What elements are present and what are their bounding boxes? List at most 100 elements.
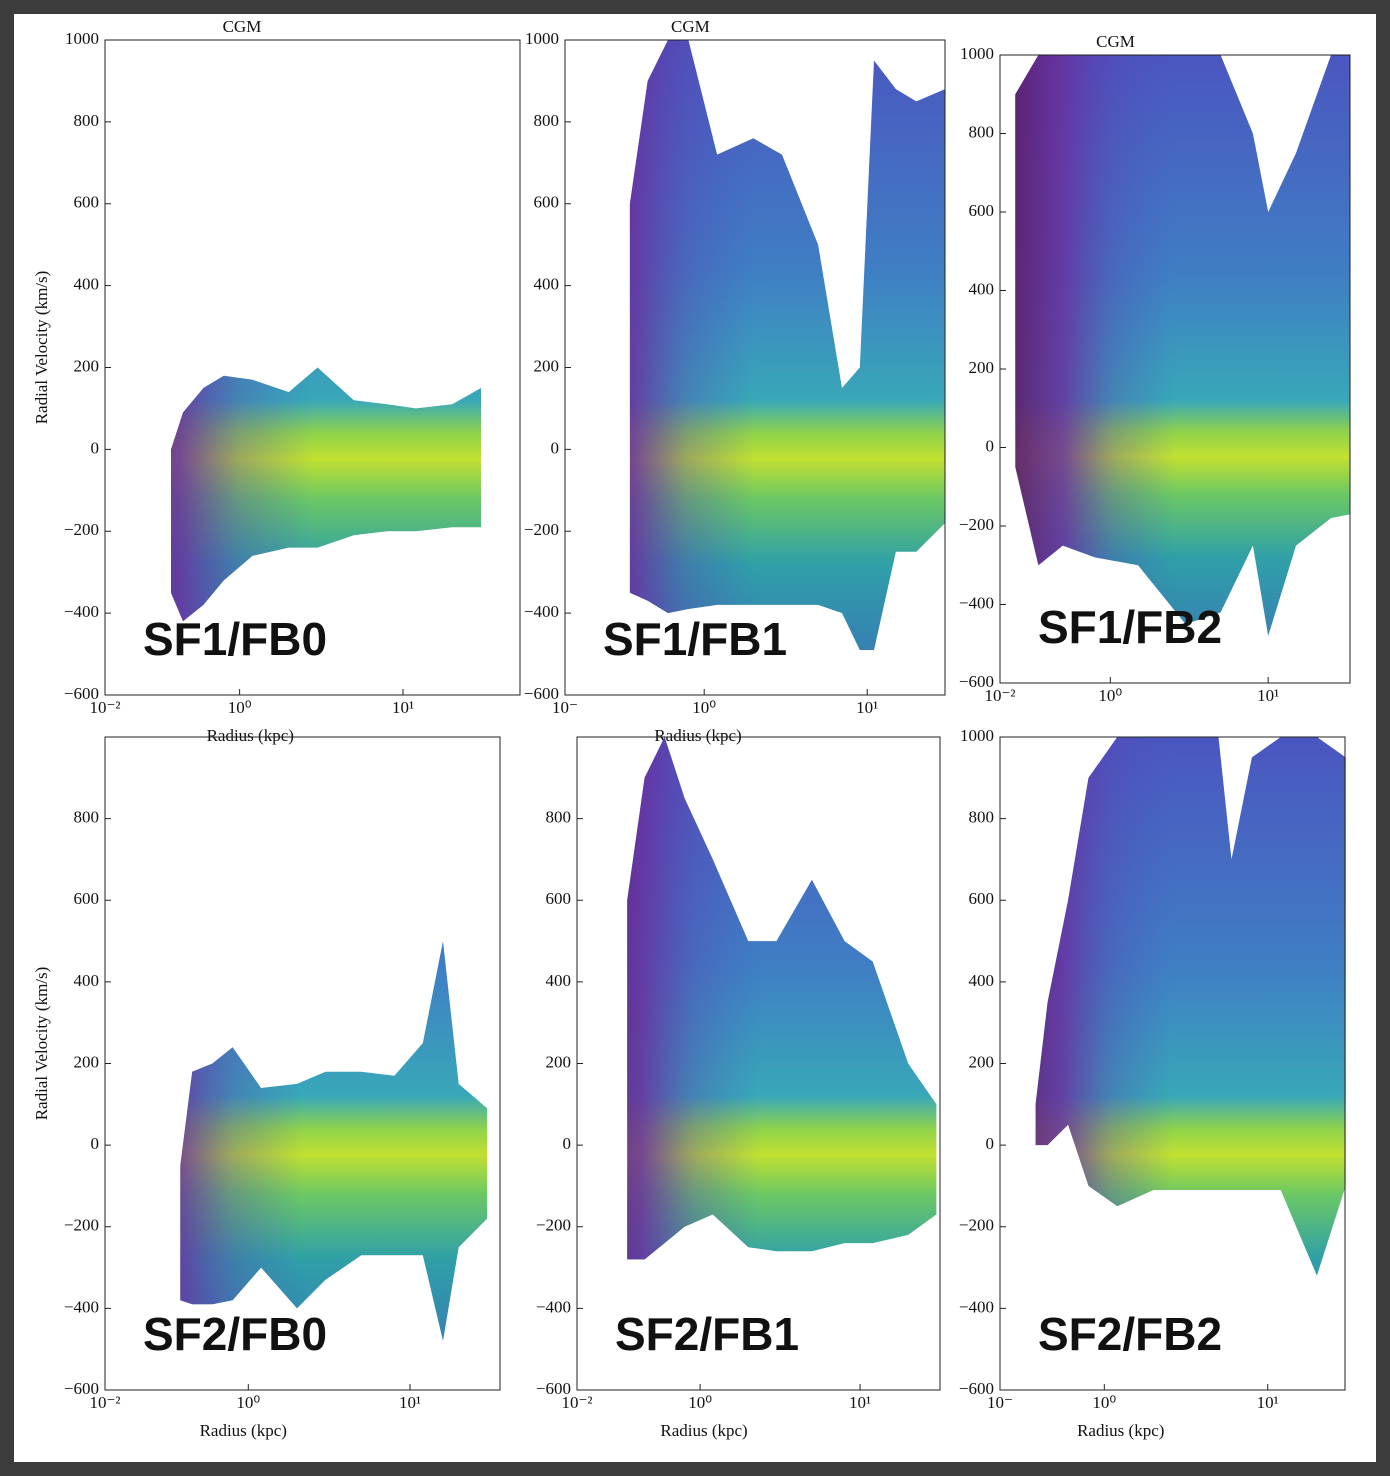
y-tick-label: 1000 xyxy=(960,726,994,745)
panel-title: CGM xyxy=(223,17,262,36)
x-axis-start-label: 10⁻ xyxy=(987,1393,1013,1412)
y-tick-label: 800 xyxy=(534,111,560,130)
y-tick-label: 400 xyxy=(74,971,100,990)
y-tick-label: 400 xyxy=(969,279,995,298)
y-tick-label: 0 xyxy=(551,438,560,457)
x-tick-label: 10¹ xyxy=(392,698,414,717)
y-tick-label: −200 xyxy=(959,515,994,534)
panel: −600 −400 −200 0 200 400 600 800 1000 10⁰ 10¹ 10⁻² C… xyxy=(32,17,521,745)
y-tick-label: 200 xyxy=(969,1052,995,1071)
x-axis-start-label: 10⁻² xyxy=(89,698,120,717)
density-area-shade xyxy=(1035,737,1346,1276)
x-axis-label: Radius (kpc) xyxy=(1077,1421,1164,1440)
panel: −600 −400 −200 0 200 400 600 800 1000 10⁰ 10¹ 10⁻ CG… xyxy=(524,17,946,745)
y-axis-label: Radial Velocity (km/s) xyxy=(32,271,51,425)
density-area-shade xyxy=(180,941,488,1341)
y-tick-label: 600 xyxy=(534,193,560,212)
y-tick-label: 400 xyxy=(969,971,995,990)
y-tick-label: −600 xyxy=(959,672,994,691)
y-tick-label: 400 xyxy=(534,275,560,294)
x-axis-label: Radius (kpc) xyxy=(207,726,294,745)
y-tick-label: −400 xyxy=(64,602,99,621)
y-tick-label: 800 xyxy=(546,808,572,827)
y-tick-label: 800 xyxy=(74,111,100,130)
y-tick-label: −200 xyxy=(959,1216,994,1235)
panel: −600 −400 −200 0 200 400 600 800 1000 10⁰ 10¹ 10⁻ Ra… xyxy=(959,726,1346,1440)
y-tick-label: −200 xyxy=(64,1216,99,1235)
y-tick-label: −200 xyxy=(524,520,559,539)
panel-title: CGM xyxy=(671,17,710,36)
x-tick-label: 10⁰ xyxy=(688,1393,712,1412)
x-tick-label: 10⁰ xyxy=(692,698,716,717)
y-tick-label: 600 xyxy=(74,193,100,212)
y-tick-label: −400 xyxy=(524,602,559,621)
x-axis-start-label: 10⁻² xyxy=(561,1393,592,1412)
y-tick-label: 0 xyxy=(986,436,995,455)
x-tick-label: 10¹ xyxy=(856,698,878,717)
panel-label: SF1/FB1 xyxy=(603,613,787,665)
x-tick-label: 10⁰ xyxy=(1092,1393,1116,1412)
y-tick-label: 800 xyxy=(74,808,100,827)
x-tick-label: 10¹ xyxy=(849,1393,871,1412)
y-tick-label: −200 xyxy=(536,1216,571,1235)
y-tick-label: 0 xyxy=(986,1134,995,1153)
x-axis-start-label: 10⁻² xyxy=(984,686,1015,705)
y-tick-label: 200 xyxy=(546,1052,572,1071)
y-tick-label: 1000 xyxy=(65,29,99,48)
x-axis-label: Radius (kpc) xyxy=(200,1421,287,1440)
y-axis-label: Radial Velocity (km/s) xyxy=(32,967,51,1121)
y-tick-label: 0 xyxy=(91,1134,100,1153)
y-tick-label: 600 xyxy=(969,201,995,220)
y-tick-label: −400 xyxy=(959,1297,994,1316)
x-tick-label: 10¹ xyxy=(1257,686,1279,705)
y-tick-label: 600 xyxy=(969,889,995,908)
density-area-shade xyxy=(629,40,945,650)
x-axis-start-label: 10⁻ xyxy=(552,698,578,717)
x-tick-label: 10⁰ xyxy=(1098,686,1122,705)
density-area-shade xyxy=(1015,55,1350,636)
y-tick-label: −400 xyxy=(64,1297,99,1316)
y-tick-label: 600 xyxy=(74,889,100,908)
y-tick-label: 1000 xyxy=(525,29,559,48)
y-tick-label: −600 xyxy=(959,1379,994,1398)
y-tick-label: 400 xyxy=(74,275,100,294)
y-tick-label: 200 xyxy=(74,1052,100,1071)
y-tick-label: −600 xyxy=(64,1379,99,1398)
y-tick-label: 1000 xyxy=(960,44,994,63)
panel-label: SF2/FB2 xyxy=(1038,1308,1222,1360)
panel-label: SF2/FB1 xyxy=(615,1308,799,1360)
y-tick-label: 400 xyxy=(546,971,572,990)
x-tick-label: 10¹ xyxy=(399,1393,421,1412)
x-tick-label: 10⁰ xyxy=(236,1393,260,1412)
y-tick-label: 800 xyxy=(969,808,995,827)
y-tick-label: 0 xyxy=(91,438,100,457)
y-tick-label: −600 xyxy=(524,684,559,703)
density-area-shade xyxy=(171,367,481,622)
y-tick-label: 200 xyxy=(969,358,995,377)
y-tick-label: 200 xyxy=(534,356,560,375)
y-tick-label: −600 xyxy=(64,684,99,703)
y-tick-label: 800 xyxy=(969,122,995,141)
panel: −600 −400 −200 0 200 400 600 800 10⁰ 10¹ 10⁻² Radiu… xyxy=(32,736,501,1440)
panel-title: CGM xyxy=(1096,32,1135,51)
y-tick-label: −600 xyxy=(536,1379,571,1398)
density-area-shade xyxy=(627,737,937,1260)
y-tick-label: 200 xyxy=(74,356,100,375)
panel-label: SF1/FB2 xyxy=(1038,601,1222,653)
y-tick-label: 600 xyxy=(546,889,572,908)
y-tick-label: 0 xyxy=(563,1134,572,1153)
y-tick-label: −400 xyxy=(536,1297,571,1316)
x-axis-label: Radius (kpc) xyxy=(660,1421,747,1440)
x-tick-label: 10¹ xyxy=(1257,1393,1279,1412)
x-tick-label: 10⁰ xyxy=(228,698,252,717)
panel: −600 −400 −200 0 200 400 600 800 1000 10⁰ 10¹ 10⁻² C… xyxy=(959,32,1351,705)
panel-label: SF1/FB0 xyxy=(143,613,327,665)
y-tick-label: −200 xyxy=(64,520,99,539)
x-axis-label: Radius (kpc) xyxy=(654,726,741,745)
y-tick-label: −400 xyxy=(959,593,994,612)
panel-label: SF2/FB0 xyxy=(143,1308,327,1360)
panel: −600 −400 −200 0 200 400 600 800 10⁰ 10¹ 10⁻² Radiu… xyxy=(536,736,941,1440)
x-axis-start-label: 10⁻² xyxy=(89,1393,120,1412)
